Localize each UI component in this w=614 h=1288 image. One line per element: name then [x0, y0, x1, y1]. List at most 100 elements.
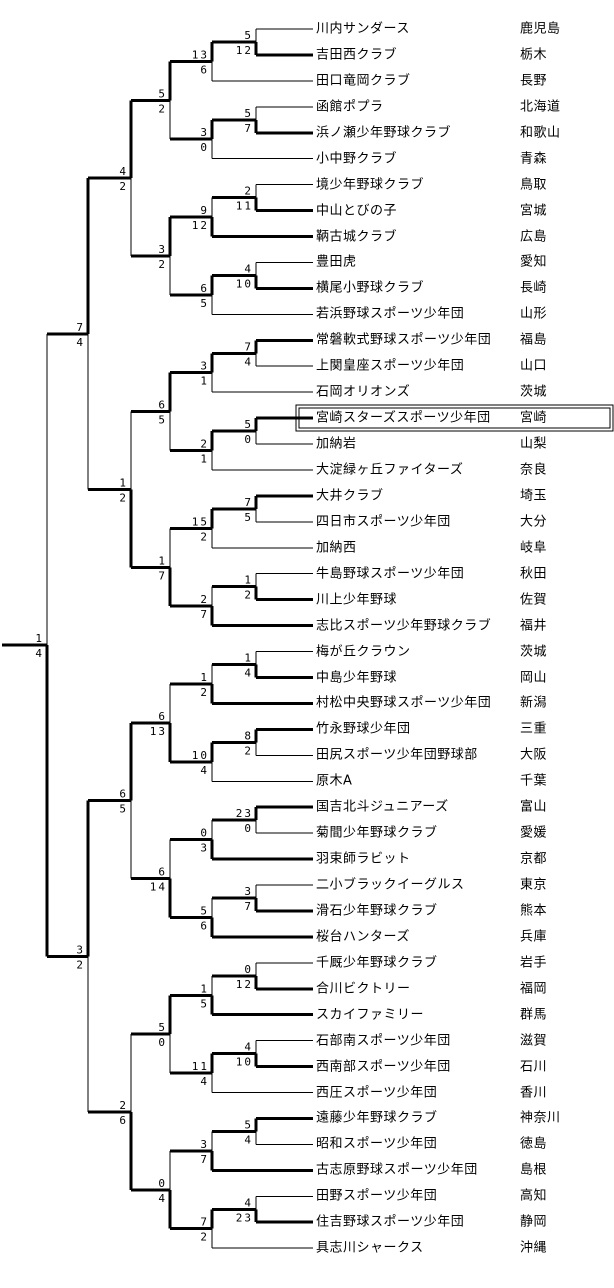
team-name[interactable]: 梅が丘クラウン	[316, 644, 411, 660]
score-label: 5	[119, 803, 128, 816]
score-label: 11	[192, 1060, 209, 1073]
prefecture-label: 石川	[520, 1059, 548, 1075]
team-name[interactable]: 吉田西クラブ	[316, 47, 398, 63]
team-name[interactable]: 田尻スポーツ少年団野球部	[316, 747, 478, 763]
prefecture-label: 福岡	[520, 981, 548, 997]
team-name[interactable]: 石部南スポーツ少年団	[316, 1033, 451, 1049]
team-name[interactable]: 桜台ハンターズ	[316, 929, 410, 945]
score-label: 4	[244, 667, 253, 680]
team-name[interactable]: 志比スポーツ少年野球クラブ	[316, 618, 492, 634]
score-label: 5	[244, 511, 253, 524]
prefecture-label: 新潟	[520, 695, 548, 711]
score-label: 6	[200, 919, 209, 932]
team-name[interactable]: 常磐軟式野球スポーツ少年団	[316, 332, 492, 348]
score-label: 2	[158, 258, 167, 271]
team-name[interactable]: 川上少年野球	[316, 592, 398, 608]
score-label: 3	[200, 842, 209, 855]
prefecture-label: 愛知	[520, 254, 548, 270]
team-name[interactable]: 田野スポーツ少年団	[316, 1188, 438, 1204]
score-label: 10	[236, 1056, 253, 1069]
score-label: 2	[200, 593, 209, 606]
score-label: 7	[200, 608, 209, 621]
prefecture-label: 静岡	[520, 1214, 548, 1230]
team-name[interactable]: 原木A	[316, 773, 353, 789]
team-name[interactable]: 竹永野球少年団	[316, 721, 411, 737]
team-name[interactable]: 四日市スポーツ少年団	[316, 514, 451, 530]
score-label: 7	[244, 340, 253, 353]
score-label: 0	[244, 433, 253, 446]
score-label: 4	[244, 1041, 253, 1054]
team-name[interactable]: 浜ノ瀬少年野球クラブ	[316, 125, 452, 141]
team-name[interactable]: 豊田虎	[316, 254, 357, 270]
team-name[interactable]: 川内サンダース	[316, 21, 410, 37]
prefecture-label: 滋賀	[520, 1033, 548, 1049]
team-name[interactable]: 滑石少年野球クラブ	[316, 903, 438, 919]
prefecture-label: 愛媛	[520, 825, 548, 841]
prefecture-label: 鳥取	[520, 177, 548, 193]
team-name[interactable]: 合川ビクトリー	[316, 981, 411, 997]
team-name[interactable]: 具志川シャークス	[316, 1240, 424, 1256]
score-label: 2	[244, 589, 253, 602]
score-label: 12	[236, 978, 253, 991]
score-label: 7	[244, 496, 253, 509]
team-name[interactable]: 函館ポプラ	[316, 99, 384, 115]
team-name[interactable]: 村松中央野球スポーツ少年団	[316, 695, 492, 711]
score-label: 5	[200, 297, 209, 310]
score-label: 6	[158, 399, 167, 412]
team-name[interactable]: 横尾小野球クラブ	[316, 280, 425, 296]
score-label: 23	[236, 807, 253, 820]
score-label: 2	[200, 438, 209, 451]
prefecture-label: 沖縄	[520, 1240, 548, 1256]
team-name[interactable]: 二小ブラックイーグルス	[316, 877, 465, 893]
team-name[interactable]: 宮崎スターズスポーツ少年団	[316, 410, 491, 426]
team-name[interactable]: 加納西	[316, 540, 357, 556]
team-name[interactable]: 菊間少年野球クラブ	[316, 825, 438, 841]
team-name[interactable]: 石岡オリオンズ	[316, 384, 411, 400]
team-name[interactable]: 田口竜岡クラブ	[316, 73, 411, 89]
prefecture-label: 富山	[520, 799, 548, 815]
team-name[interactable]: 大井クラブ	[316, 488, 384, 504]
team-name[interactable]: 若浜野球スポーツ少年団	[316, 306, 465, 322]
prefecture-label: 奈良	[520, 462, 548, 478]
team-name[interactable]: 西南部スポーツ少年団	[316, 1059, 451, 1075]
team-name[interactable]: 中島少年野球	[316, 670, 398, 685]
prefecture-label: 宮城	[520, 203, 548, 219]
score-label: 5	[244, 1118, 253, 1131]
prefecture-label: 栃木	[520, 47, 548, 63]
team-name[interactable]: 住吉野球スポーツ少年団	[316, 1214, 465, 1230]
team-name[interactable]: 千厩少年野球クラブ	[316, 955, 438, 971]
team-name[interactable]: スカイファミリー	[316, 1007, 425, 1023]
score-label: 1	[35, 632, 44, 645]
team-name[interactable]: 羽束師ラビット	[316, 851, 411, 867]
team-name[interactable]: 境少年野球クラブ	[316, 177, 425, 193]
team-name[interactable]: 上関皇座スポーツ少年団	[316, 358, 465, 374]
score-label: 6	[200, 63, 209, 76]
team-name[interactable]: 加納岩	[316, 436, 357, 452]
score-label: 12	[236, 44, 253, 57]
score-label: 7	[158, 569, 167, 582]
team-name[interactable]: 大淀緑ヶ丘ファイターズ	[316, 462, 464, 478]
prefecture-label: 三重	[520, 721, 548, 737]
team-name[interactable]: 西圧スポーツ少年団	[316, 1085, 438, 1101]
team-name[interactable]: 牛島野球スポーツ少年団	[316, 566, 465, 582]
score-label: 7	[76, 321, 85, 334]
team-name[interactable]: 古志原野球スポーツ少年団	[316, 1162, 478, 1178]
score-label: 2	[244, 185, 253, 198]
team-name[interactable]: 遠藤少年野球クラブ	[316, 1110, 438, 1126]
score-label: 3	[244, 885, 253, 898]
team-name[interactable]: 小中野クラブ	[316, 151, 398, 167]
prefecture-label: 千葉	[520, 773, 548, 789]
team-name[interactable]: 中山とびの子	[316, 203, 398, 219]
score-label: 5	[244, 29, 253, 42]
team-name[interactable]: 国吉北斗ジュニアーズ	[316, 799, 449, 815]
score-label: 1	[119, 476, 128, 489]
score-label: 10	[192, 749, 209, 762]
team-name[interactable]: 昭和スポーツ少年団	[316, 1136, 438, 1152]
prefecture-label: 宮崎	[520, 410, 548, 426]
score-label: 1	[200, 671, 209, 684]
prefecture-label: 福島	[520, 332, 548, 348]
prefecture-label: 茨城	[520, 644, 548, 660]
team-name[interactable]: 鞆古城クラブ	[316, 229, 398, 245]
prefecture-label: 東京	[520, 877, 548, 893]
